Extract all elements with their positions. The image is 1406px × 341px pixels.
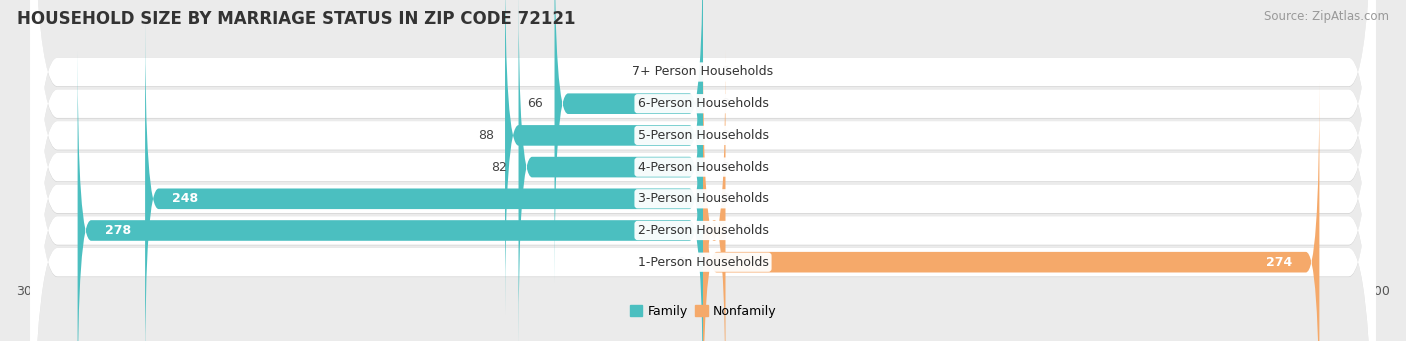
FancyBboxPatch shape <box>31 0 1375 341</box>
FancyBboxPatch shape <box>31 0 1375 341</box>
FancyBboxPatch shape <box>31 0 1375 341</box>
Text: HOUSEHOLD SIZE BY MARRIAGE STATUS IN ZIP CODE 72121: HOUSEHOLD SIZE BY MARRIAGE STATUS IN ZIP… <box>17 10 575 28</box>
FancyBboxPatch shape <box>31 0 1375 341</box>
Text: 82: 82 <box>492 161 508 174</box>
FancyBboxPatch shape <box>145 19 703 341</box>
Text: 0: 0 <box>678 256 685 269</box>
FancyBboxPatch shape <box>31 0 1375 341</box>
Text: 278: 278 <box>104 224 131 237</box>
Text: 0: 0 <box>721 65 728 78</box>
Text: 6-Person Households: 6-Person Households <box>637 97 769 110</box>
Text: 0: 0 <box>721 192 728 205</box>
FancyBboxPatch shape <box>505 0 703 315</box>
Text: 3-Person Households: 3-Person Households <box>637 192 769 205</box>
Legend: Family, Nonfamily: Family, Nonfamily <box>624 300 782 323</box>
FancyBboxPatch shape <box>519 0 703 341</box>
Text: 66: 66 <box>527 97 543 110</box>
FancyBboxPatch shape <box>31 0 1375 341</box>
Text: 248: 248 <box>172 192 198 205</box>
Text: 4-Person Households: 4-Person Households <box>637 161 769 174</box>
Text: Source: ZipAtlas.com: Source: ZipAtlas.com <box>1264 10 1389 23</box>
FancyBboxPatch shape <box>31 0 1375 341</box>
FancyBboxPatch shape <box>31 0 1375 341</box>
FancyBboxPatch shape <box>77 50 703 341</box>
Text: 5-Person Households: 5-Person Households <box>637 129 769 142</box>
FancyBboxPatch shape <box>31 0 1375 341</box>
Text: 2-Person Households: 2-Person Households <box>637 224 769 237</box>
Text: 0: 0 <box>678 65 685 78</box>
FancyBboxPatch shape <box>554 0 703 284</box>
FancyBboxPatch shape <box>31 0 1375 341</box>
Text: 7+ Person Households: 7+ Person Households <box>633 65 773 78</box>
FancyBboxPatch shape <box>31 0 1375 341</box>
FancyBboxPatch shape <box>31 0 1375 341</box>
Text: 0: 0 <box>721 161 728 174</box>
Text: 274: 274 <box>1267 256 1292 269</box>
Text: 1-Person Households: 1-Person Households <box>637 256 769 269</box>
Text: 88: 88 <box>478 129 494 142</box>
FancyBboxPatch shape <box>703 50 725 341</box>
FancyBboxPatch shape <box>703 82 1319 341</box>
Text: 0: 0 <box>721 97 728 110</box>
FancyBboxPatch shape <box>31 0 1375 341</box>
Text: 10: 10 <box>737 224 752 237</box>
FancyBboxPatch shape <box>31 0 1375 341</box>
Text: 0: 0 <box>721 129 728 142</box>
